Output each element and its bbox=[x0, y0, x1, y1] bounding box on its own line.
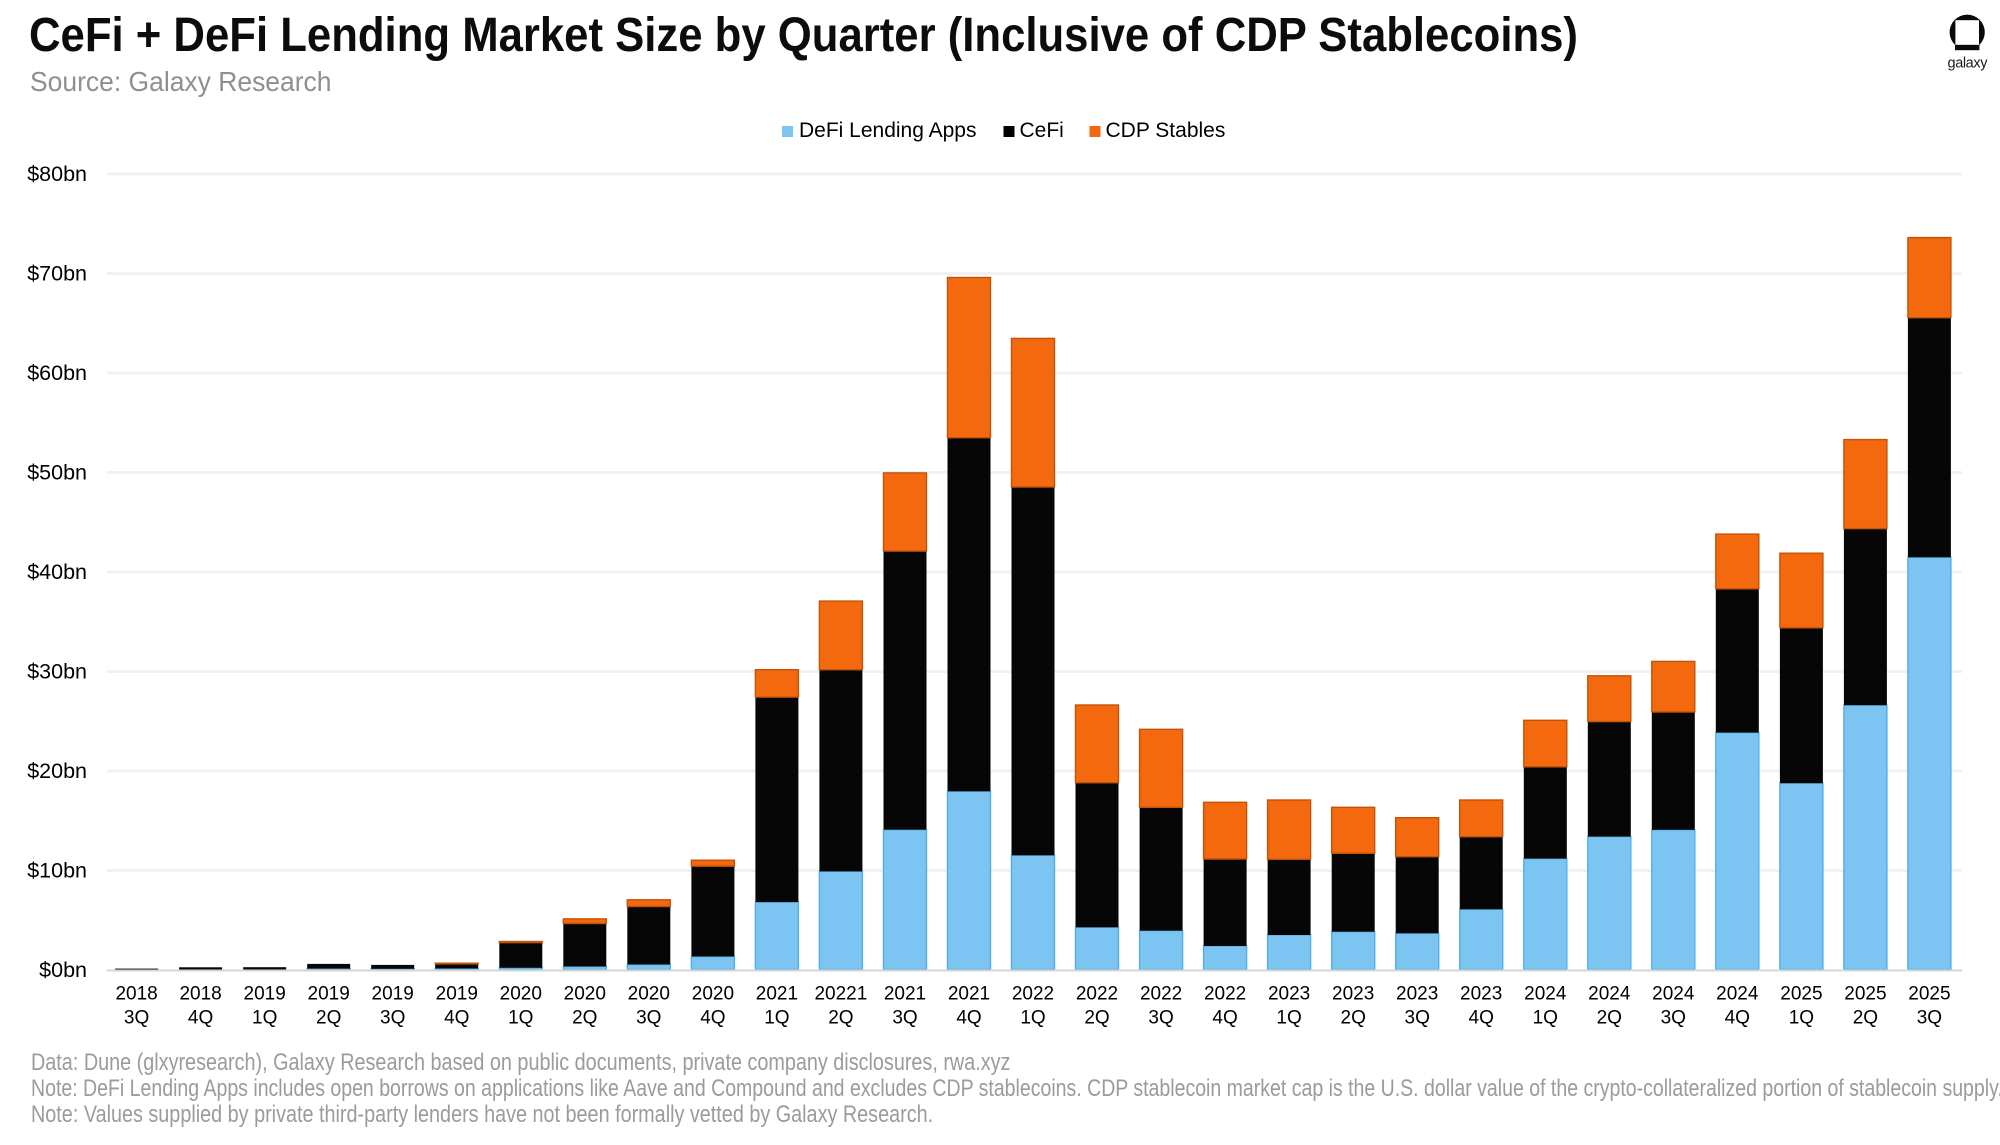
svg-text:4Q: 4Q bbox=[700, 1008, 725, 1029]
svg-text:2Q: 2Q bbox=[1853, 1008, 1878, 1029]
svg-text:4Q: 4Q bbox=[1469, 1008, 1494, 1029]
svg-text:$20bn: $20bn bbox=[27, 759, 87, 783]
svg-text:DeFi Lending Apps: DeFi Lending Apps bbox=[799, 119, 976, 142]
svg-text:3Q: 3Q bbox=[1405, 1008, 1430, 1029]
svg-text:2Q: 2Q bbox=[1084, 1008, 1109, 1029]
svg-text:CDP Stables: CDP Stables bbox=[1106, 119, 1226, 142]
svg-text:3Q: 3Q bbox=[1917, 1008, 1942, 1029]
svg-text:2018: 2018 bbox=[179, 984, 221, 1005]
svg-text:3Q: 3Q bbox=[892, 1008, 917, 1029]
svg-text:2022: 2022 bbox=[1204, 984, 1246, 1005]
svg-text:$50bn: $50bn bbox=[27, 460, 87, 484]
svg-text:4Q: 4Q bbox=[956, 1008, 981, 1029]
svg-text:1Q: 1Q bbox=[1789, 1008, 1814, 1029]
svg-text:$70bn: $70bn bbox=[27, 261, 87, 285]
svg-text:3Q: 3Q bbox=[124, 1008, 149, 1029]
svg-text:2023: 2023 bbox=[1332, 984, 1374, 1005]
svg-text:1Q: 1Q bbox=[1533, 1008, 1558, 1029]
svg-text:3Q: 3Q bbox=[1661, 1008, 1686, 1029]
svg-text:2022: 2022 bbox=[1012, 984, 1054, 1005]
svg-text:2024: 2024 bbox=[1524, 984, 1567, 1005]
svg-text:2018: 2018 bbox=[115, 984, 157, 1005]
svg-text:2Q: 2Q bbox=[572, 1008, 597, 1029]
svg-text:4Q: 4Q bbox=[444, 1008, 469, 1029]
svg-text:2021: 2021 bbox=[884, 984, 926, 1005]
svg-text:2019: 2019 bbox=[244, 984, 286, 1005]
svg-text:$10bn: $10bn bbox=[27, 858, 87, 882]
svg-text:2019: 2019 bbox=[308, 984, 350, 1005]
svg-text:4Q: 4Q bbox=[1212, 1008, 1237, 1029]
svg-text:2021: 2021 bbox=[948, 984, 990, 1005]
svg-text:2023: 2023 bbox=[1268, 984, 1310, 1005]
svg-text:2Q: 2Q bbox=[1341, 1008, 1366, 1029]
svg-text:2019: 2019 bbox=[436, 984, 478, 1005]
svg-text:2020: 2020 bbox=[564, 984, 606, 1005]
svg-text:2021: 2021 bbox=[756, 984, 798, 1005]
svg-text:2025: 2025 bbox=[1780, 984, 1822, 1005]
svg-text:1Q: 1Q bbox=[764, 1008, 789, 1029]
svg-text:1Q: 1Q bbox=[508, 1008, 533, 1029]
svg-text:2022: 2022 bbox=[1140, 984, 1182, 1005]
svg-text:3Q: 3Q bbox=[636, 1008, 661, 1029]
svg-text:2020: 2020 bbox=[692, 984, 734, 1005]
svg-text:$0bn: $0bn bbox=[39, 958, 87, 982]
svg-text:3Q: 3Q bbox=[1148, 1008, 1173, 1029]
svg-text:1Q: 1Q bbox=[252, 1008, 277, 1029]
svg-text:20221: 20221 bbox=[814, 984, 867, 1005]
svg-text:2Q: 2Q bbox=[1597, 1008, 1622, 1029]
svg-text:1Q: 1Q bbox=[1020, 1008, 1045, 1029]
svg-text:4Q: 4Q bbox=[188, 1008, 213, 1029]
svg-text:$30bn: $30bn bbox=[27, 659, 87, 683]
svg-text:2020: 2020 bbox=[500, 984, 542, 1005]
svg-text:4Q: 4Q bbox=[1725, 1008, 1750, 1029]
svg-text:$80bn: $80bn bbox=[27, 162, 87, 186]
svg-text:3Q: 3Q bbox=[380, 1008, 405, 1029]
svg-text:2024: 2024 bbox=[1716, 984, 1759, 1005]
svg-text:CeFi: CeFi bbox=[1020, 119, 1064, 142]
svg-text:2025: 2025 bbox=[1844, 984, 1886, 1005]
svg-text:2024: 2024 bbox=[1652, 984, 1695, 1005]
svg-text:2022: 2022 bbox=[1076, 984, 1118, 1005]
svg-text:2020: 2020 bbox=[628, 984, 670, 1005]
svg-text:$60bn: $60bn bbox=[27, 361, 87, 385]
svg-text:2024: 2024 bbox=[1588, 984, 1631, 1005]
svg-text:2Q: 2Q bbox=[316, 1008, 341, 1029]
svg-text:1Q: 1Q bbox=[1276, 1008, 1301, 1029]
svg-text:2025: 2025 bbox=[1908, 984, 1950, 1005]
svg-text:2023: 2023 bbox=[1460, 984, 1502, 1005]
svg-text:galaxy: galaxy bbox=[1948, 56, 1989, 72]
svg-text:2023: 2023 bbox=[1396, 984, 1438, 1005]
svg-text:2019: 2019 bbox=[372, 984, 414, 1005]
svg-text:$40bn: $40bn bbox=[27, 560, 87, 584]
svg-text:2Q: 2Q bbox=[828, 1008, 853, 1029]
